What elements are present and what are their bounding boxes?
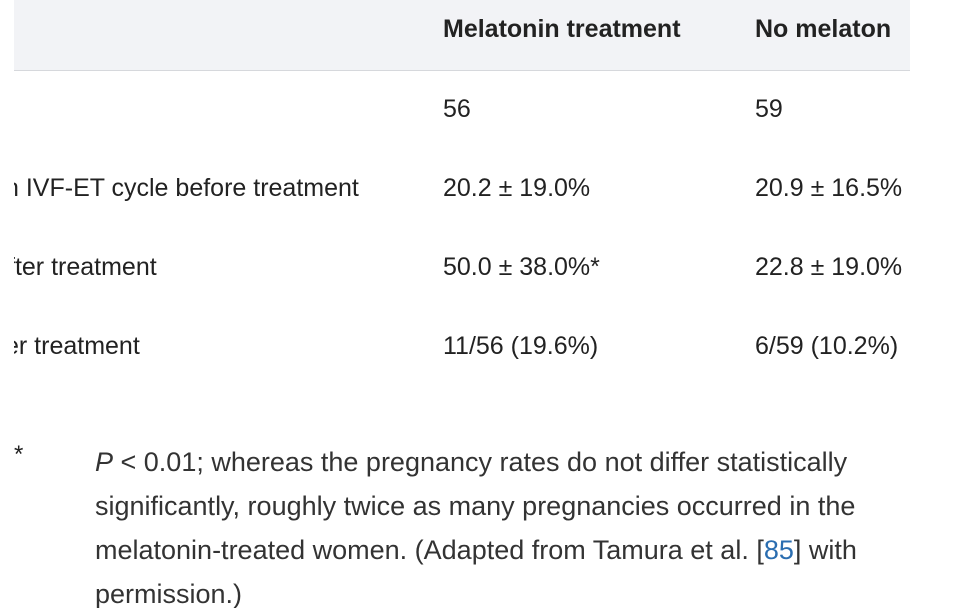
table-row: n IVF-ET cycle before treatment 20.2 ± 1… [14, 150, 910, 230]
table-header-row: Melatonin treatment No melaton [14, 0, 910, 71]
header-cell-no-melatonin: No melaton [755, 15, 892, 43]
p-value-symbol: P [95, 447, 114, 477]
melatonin-value-cell: 20.2 ± 19.0% [443, 174, 591, 202]
reference-link[interactable]: 85 [763, 535, 794, 565]
results-table: Melatonin treatment No melaton 56 59 n I… [14, 0, 910, 387]
melatonin-value-cell: 11/56 (19.6%) [443, 332, 599, 360]
footnote-text-end: ] with permission.) [95, 535, 857, 608]
melatonin-value-cell: 50.0 ± 38.0%* [443, 253, 600, 281]
footnote-text: < 0.01; whereas the pregnancy rates do n… [95, 447, 856, 565]
no-melatonin-value-cell: 6/59 (10.2%) [755, 332, 899, 360]
row-label-cell: fter treatment [14, 253, 157, 281]
table-row: fter treatment 50.0 ± 38.0%* 22.8 ± 19.0… [14, 229, 910, 309]
header-cell-melatonin: Melatonin treatment [443, 15, 681, 43]
table-footnote: P < 0.01; whereas the pregnancy rates do… [95, 440, 925, 608]
table-row: er treatment 11/56 (19.6%) 6/59 (10.2%) [14, 308, 910, 387]
row-label-cell: er treatment [14, 332, 140, 360]
melatonin-value-cell: 56 [443, 95, 471, 123]
table-overflow-edge [910, 0, 962, 387]
row-label-cell: n IVF-ET cycle before treatment [14, 174, 359, 202]
no-melatonin-value-cell: 22.8 ± 19.0% [755, 253, 903, 281]
no-melatonin-value-cell: 59 [755, 95, 783, 123]
footnote-marker: * [14, 441, 24, 468]
table-row: 56 59 [14, 71, 910, 151]
no-melatonin-value-cell: 20.9 ± 16.5% [755, 174, 903, 202]
